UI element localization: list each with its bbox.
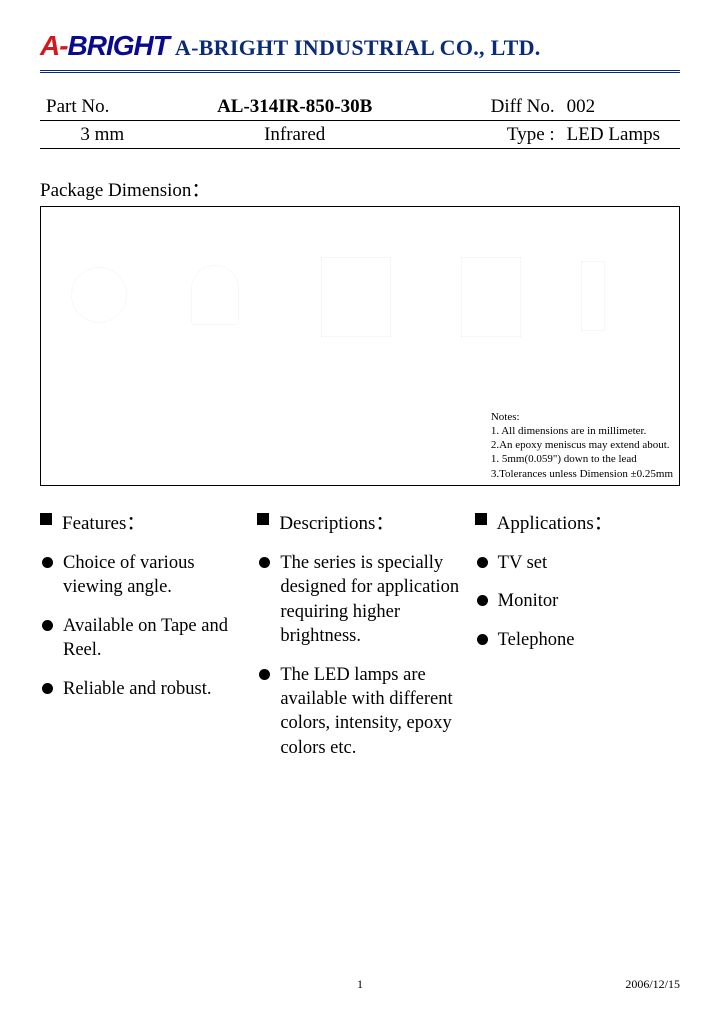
applications-heading: Applications： [475,508,680,535]
logo-blue: BRIGHT [68,30,169,61]
list-item: Telephone [475,628,680,652]
round-bullet-icon [259,557,270,568]
list-item: The LED lamps are available with differe… [257,663,462,761]
logo-red: A- [40,30,68,61]
type-value: LED Lamps [561,121,680,149]
header-rule [40,70,680,75]
item-text: Reliable and robust. [63,677,211,701]
header: A-BRIGHT A-BRIGHT INDUSTRIAL CO., LTD. [40,30,680,62]
diagram-notes: Notes: 1. All dimensions are in millimet… [491,410,673,481]
item-text: The LED lamps are available with differe… [280,663,462,761]
descriptions-heading: Descriptions： [257,508,462,535]
square-bullet-icon [257,513,269,525]
notes-line: 3.Tolerances unless Dimension ±0.25mm [491,467,673,481]
page-number: 1 [357,977,363,992]
round-bullet-icon [477,634,488,645]
part-no-value: AL-314IR-850-30B [165,93,425,121]
descriptions-column: Descriptions： The series is specially de… [257,508,462,774]
footer-date: 2006/12/15 [625,977,680,992]
notes-line: 1. 5mm(0.059") down to the lead [491,452,673,466]
item-text: Choice of various viewing angle. [63,551,245,600]
notes-title: Notes: [491,410,673,424]
type-label: Type : [425,121,561,149]
list-item: Available on Tape and Reel. [40,614,245,663]
applications-column: Applications： TV set Monitor Telephone [475,508,680,774]
part-no-label: Part No. [40,93,165,121]
info-row-1: Part No. AL-314IR-850-30B Diff No. 002 [40,93,680,121]
item-text: TV set [498,551,548,575]
diagram-box: Notes: 1. All dimensions are in millimet… [40,206,680,486]
round-bullet-icon [42,557,53,568]
round-bullet-icon [477,595,488,606]
info-table: Part No. AL-314IR-850-30B Diff No. 002 3… [40,93,680,149]
round-bullet-icon [42,683,53,694]
notes-line: 1. All dimensions are in millimeter. [491,424,673,438]
item-text: Monitor [498,589,559,613]
logo: A-BRIGHT [40,30,169,62]
company-name: A-BRIGHT INDUSTRIAL CO., LTD. [175,35,541,61]
list-item: Choice of various viewing angle. [40,551,245,600]
list-item: The series is specially designed for app… [257,551,462,649]
category-value: Infrared [165,121,425,149]
diff-no-value: 002 [561,93,680,121]
round-bullet-icon [259,669,270,680]
applications-heading-text: Applications： [497,508,613,535]
diff-no-label: Diff No. [425,93,561,121]
features-heading-text: Features： [62,508,145,535]
descriptions-heading-text: Descriptions： [279,508,394,535]
footer: 1 2006/12/15 [40,977,680,992]
square-bullet-icon [475,513,487,525]
list-item: Monitor [475,589,680,613]
size-value: 3 mm [40,121,165,149]
square-bullet-icon [40,513,52,525]
three-columns: Features： Choice of various viewing angl… [40,508,680,774]
notes-line: 2.An epoxy meniscus may extend about. [491,438,673,452]
features-heading: Features： [40,508,245,535]
round-bullet-icon [42,620,53,631]
round-bullet-icon [477,557,488,568]
package-dimension-label: Package Dimension： [40,175,680,202]
diagram-faint-drawings [61,227,659,415]
item-text: Telephone [498,628,575,652]
info-row-2: 3 mm Infrared Type : LED Lamps [40,121,680,149]
item-text: Available on Tape and Reel. [63,614,245,663]
list-item: Reliable and robust. [40,677,245,701]
item-text: The series is specially designed for app… [280,551,462,649]
list-item: TV set [475,551,680,575]
features-column: Features： Choice of various viewing angl… [40,508,245,774]
